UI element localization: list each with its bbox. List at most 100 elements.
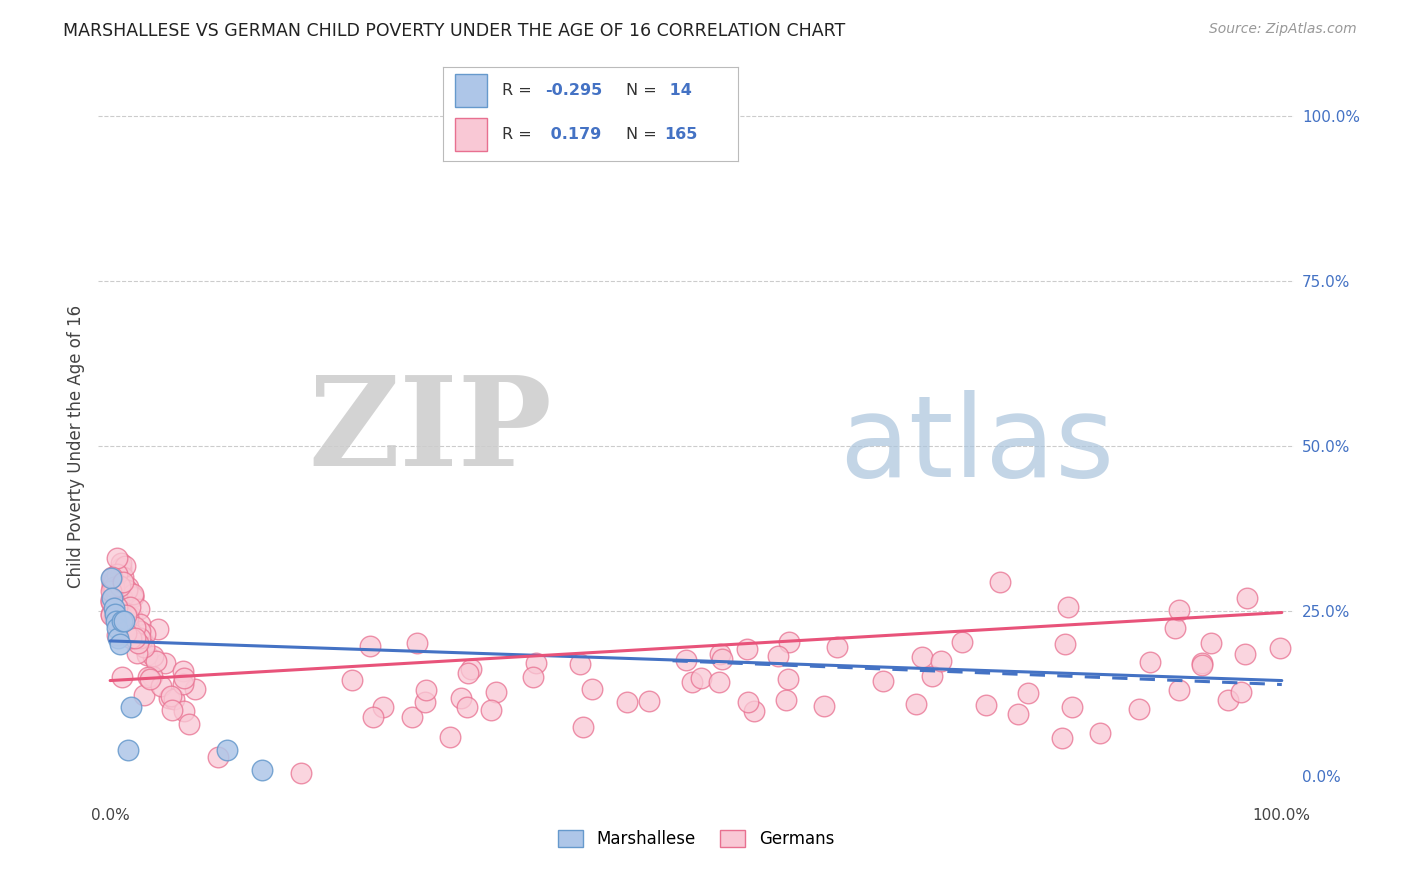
Point: [177, 717, 200, 731]
Point: [100, 591, 122, 606]
Point: [100, 608, 122, 623]
Point: [112, 574, 135, 589]
Point: [105, 614, 128, 628]
Point: [100, 571, 122, 585]
Point: [132, 688, 155, 702]
Point: [107, 590, 129, 604]
FancyBboxPatch shape: [454, 74, 486, 107]
Point: [675, 653, 697, 667]
Point: [439, 730, 461, 744]
Point: [742, 704, 765, 718]
Point: [775, 693, 797, 707]
Point: [1236, 591, 1258, 605]
Point: [1050, 731, 1073, 746]
Point: [115, 607, 138, 622]
FancyBboxPatch shape: [454, 119, 486, 152]
Point: [117, 611, 139, 625]
Point: [163, 691, 186, 706]
Text: N =: N =: [626, 128, 662, 143]
Point: [735, 641, 758, 656]
Point: [988, 574, 1011, 589]
Text: 165: 165: [665, 128, 697, 143]
Text: 0.179: 0.179: [544, 128, 600, 143]
Point: [101, 576, 124, 591]
Point: [101, 591, 124, 605]
Point: [110, 607, 132, 622]
Point: [115, 614, 138, 628]
Point: [141, 669, 163, 683]
Point: [124, 620, 146, 634]
Point: [108, 637, 131, 651]
Point: [100, 583, 122, 598]
Point: [103, 589, 125, 603]
Point: [128, 601, 150, 615]
Point: [921, 669, 943, 683]
Point: [929, 655, 952, 669]
Point: [162, 703, 184, 717]
Point: [1007, 707, 1029, 722]
Point: [217, 743, 239, 757]
Point: [1128, 702, 1150, 716]
Point: [638, 694, 661, 708]
Point: [373, 700, 395, 714]
Point: [127, 646, 149, 660]
Point: [911, 649, 934, 664]
Point: [112, 599, 135, 614]
Point: [1201, 636, 1223, 650]
Text: Source: ZipAtlas.com: Source: ZipAtlas.com: [1209, 22, 1357, 37]
Point: [117, 583, 139, 598]
Point: [457, 666, 479, 681]
Point: [616, 695, 638, 709]
Point: [115, 625, 138, 640]
Point: [124, 631, 146, 645]
Point: [1234, 647, 1257, 661]
Point: [117, 580, 139, 594]
Point: [111, 614, 134, 628]
Point: [1060, 700, 1083, 714]
Point: [120, 700, 142, 714]
Point: [709, 647, 731, 661]
Point: [131, 633, 153, 648]
Point: [1057, 600, 1080, 615]
Point: [132, 640, 155, 654]
Point: [134, 627, 156, 641]
Point: [100, 574, 122, 589]
Point: [103, 600, 125, 615]
Point: [1017, 686, 1039, 700]
Point: [103, 588, 125, 602]
Point: [108, 582, 131, 597]
Point: [111, 591, 134, 605]
Point: [405, 636, 427, 650]
Point: [974, 698, 997, 712]
Point: [112, 612, 135, 626]
Point: [1164, 621, 1187, 635]
Point: [1088, 726, 1111, 740]
Point: [207, 750, 229, 764]
Point: [100, 595, 122, 609]
Point: [160, 689, 183, 703]
Point: [100, 594, 122, 608]
Point: [100, 581, 122, 595]
Point: [340, 673, 363, 687]
Point: [766, 648, 789, 663]
Point: [173, 671, 195, 685]
Point: [120, 631, 142, 645]
Point: [484, 685, 506, 699]
Point: [148, 622, 170, 636]
Point: [101, 578, 124, 592]
Point: [139, 672, 162, 686]
Point: [107, 631, 129, 645]
Point: [689, 671, 711, 685]
Point: [117, 743, 139, 757]
Point: [105, 550, 128, 565]
Point: [252, 763, 274, 777]
Point: [682, 675, 704, 690]
Text: MARSHALLESE VS GERMAN CHILD POVERTY UNDER THE AGE OF 16 CORRELATION CHART: MARSHALLESE VS GERMAN CHILD POVERTY UNDE…: [63, 22, 845, 40]
Point: [172, 677, 194, 691]
Point: [111, 670, 134, 684]
Point: [737, 695, 759, 709]
Point: [290, 766, 312, 780]
Point: [114, 559, 136, 574]
Point: [142, 648, 165, 663]
Point: [184, 681, 207, 696]
